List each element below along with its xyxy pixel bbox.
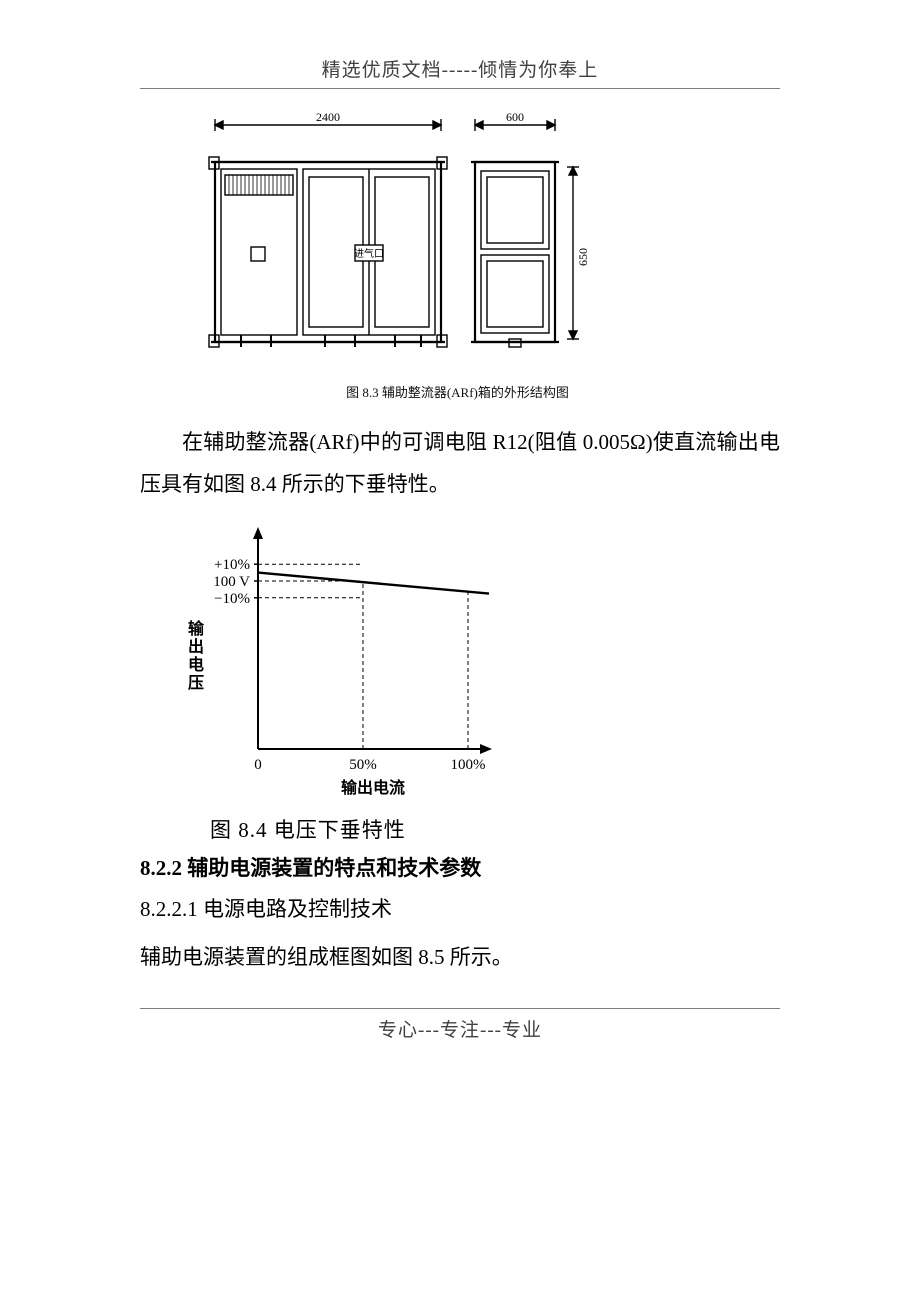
x-tick-label: 100% — [451, 757, 486, 773]
y-tick-label: −10% — [214, 591, 250, 607]
cabinet-diagram-svg: 2400 600 650 — [195, 107, 595, 367]
section-8-2-2-heading: 8.2.2 辅助电源装置的特点和技术参数 — [140, 852, 780, 882]
door-label: 进气口 — [354, 247, 384, 260]
dim-height-label: 650 — [576, 248, 590, 266]
page-header: 精选优质文档-----倾情为你奉上 — [140, 55, 780, 89]
document-page: 精选优质文档-----倾情为你奉上 2400 600 — [0, 0, 920, 1082]
figure-8-4-caption: 图 8.4 电压下垂特性 — [210, 814, 780, 844]
figure-8-3: 2400 600 650 — [195, 107, 780, 401]
page-footer: 专心---专注---专业 — [140, 1008, 780, 1042]
section-8-2-2-line: 辅助电源装置的组成框图如图 8.5 所示。 — [140, 936, 780, 978]
x-axis-label: 输出电流 — [341, 778, 405, 797]
y-axis-label: 输出电压 — [188, 619, 205, 692]
figure-8-4: −10%100 V+10% 0 50% 100% 输出电流 输出电压 — [180, 519, 780, 804]
y-tick-label: +10% — [214, 557, 250, 573]
paragraph-1: 在辅助整流器(ARf)中的可调电阻 R12(阻值 0.005Ω)使直流输出电压具… — [140, 421, 780, 505]
y-tick-label: 100 V — [213, 574, 250, 590]
dim-side-width-label: 600 — [506, 110, 524, 124]
x-tick-label: 50% — [349, 757, 377, 773]
dim-width-label: 2400 — [316, 110, 340, 124]
section-8-2-2-1-heading: 8.2.2.1 电源电路及控制技术 — [140, 888, 780, 930]
droop-chart-svg: −10%100 V+10% 0 50% 100% 输出电流 输出电压 — [180, 519, 520, 799]
figure-8-3-caption: 图 8.3 辅助整流器(ARf)箱的外形结构图 — [135, 382, 780, 401]
x-tick-label: 0 — [254, 757, 262, 773]
